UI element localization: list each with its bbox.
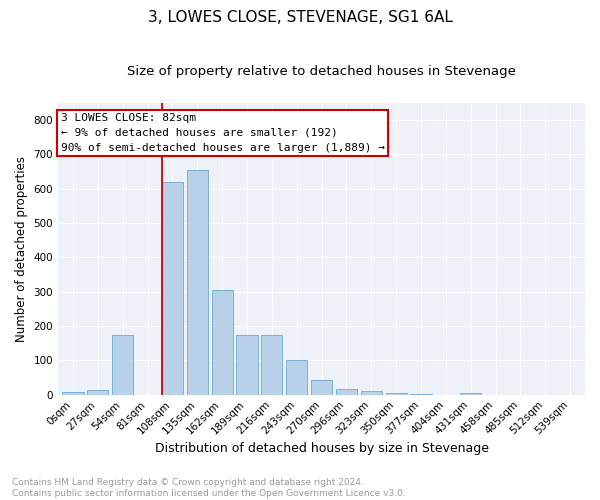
Bar: [212, 290, 233, 395]
Bar: [187, 170, 208, 394]
Bar: [336, 388, 357, 394]
Bar: [361, 390, 382, 394]
Y-axis label: Number of detached properties: Number of detached properties: [15, 156, 28, 342]
Bar: [311, 380, 332, 394]
Bar: [62, 392, 83, 394]
Bar: [386, 393, 407, 394]
Bar: [112, 334, 133, 394]
Bar: [261, 334, 283, 394]
Bar: [460, 393, 481, 394]
Text: Contains HM Land Registry data © Crown copyright and database right 2024.
Contai: Contains HM Land Registry data © Crown c…: [12, 478, 406, 498]
X-axis label: Distribution of detached houses by size in Stevenage: Distribution of detached houses by size …: [155, 442, 488, 455]
Bar: [162, 182, 183, 394]
Text: 3, LOWES CLOSE, STEVENAGE, SG1 6AL: 3, LOWES CLOSE, STEVENAGE, SG1 6AL: [148, 10, 452, 25]
Bar: [87, 390, 109, 394]
Title: Size of property relative to detached houses in Stevenage: Size of property relative to detached ho…: [127, 65, 516, 78]
Bar: [286, 360, 307, 394]
Text: 3 LOWES CLOSE: 82sqm
← 9% of detached houses are smaller (192)
90% of semi-detac: 3 LOWES CLOSE: 82sqm ← 9% of detached ho…: [61, 113, 385, 152]
Bar: [236, 334, 257, 394]
